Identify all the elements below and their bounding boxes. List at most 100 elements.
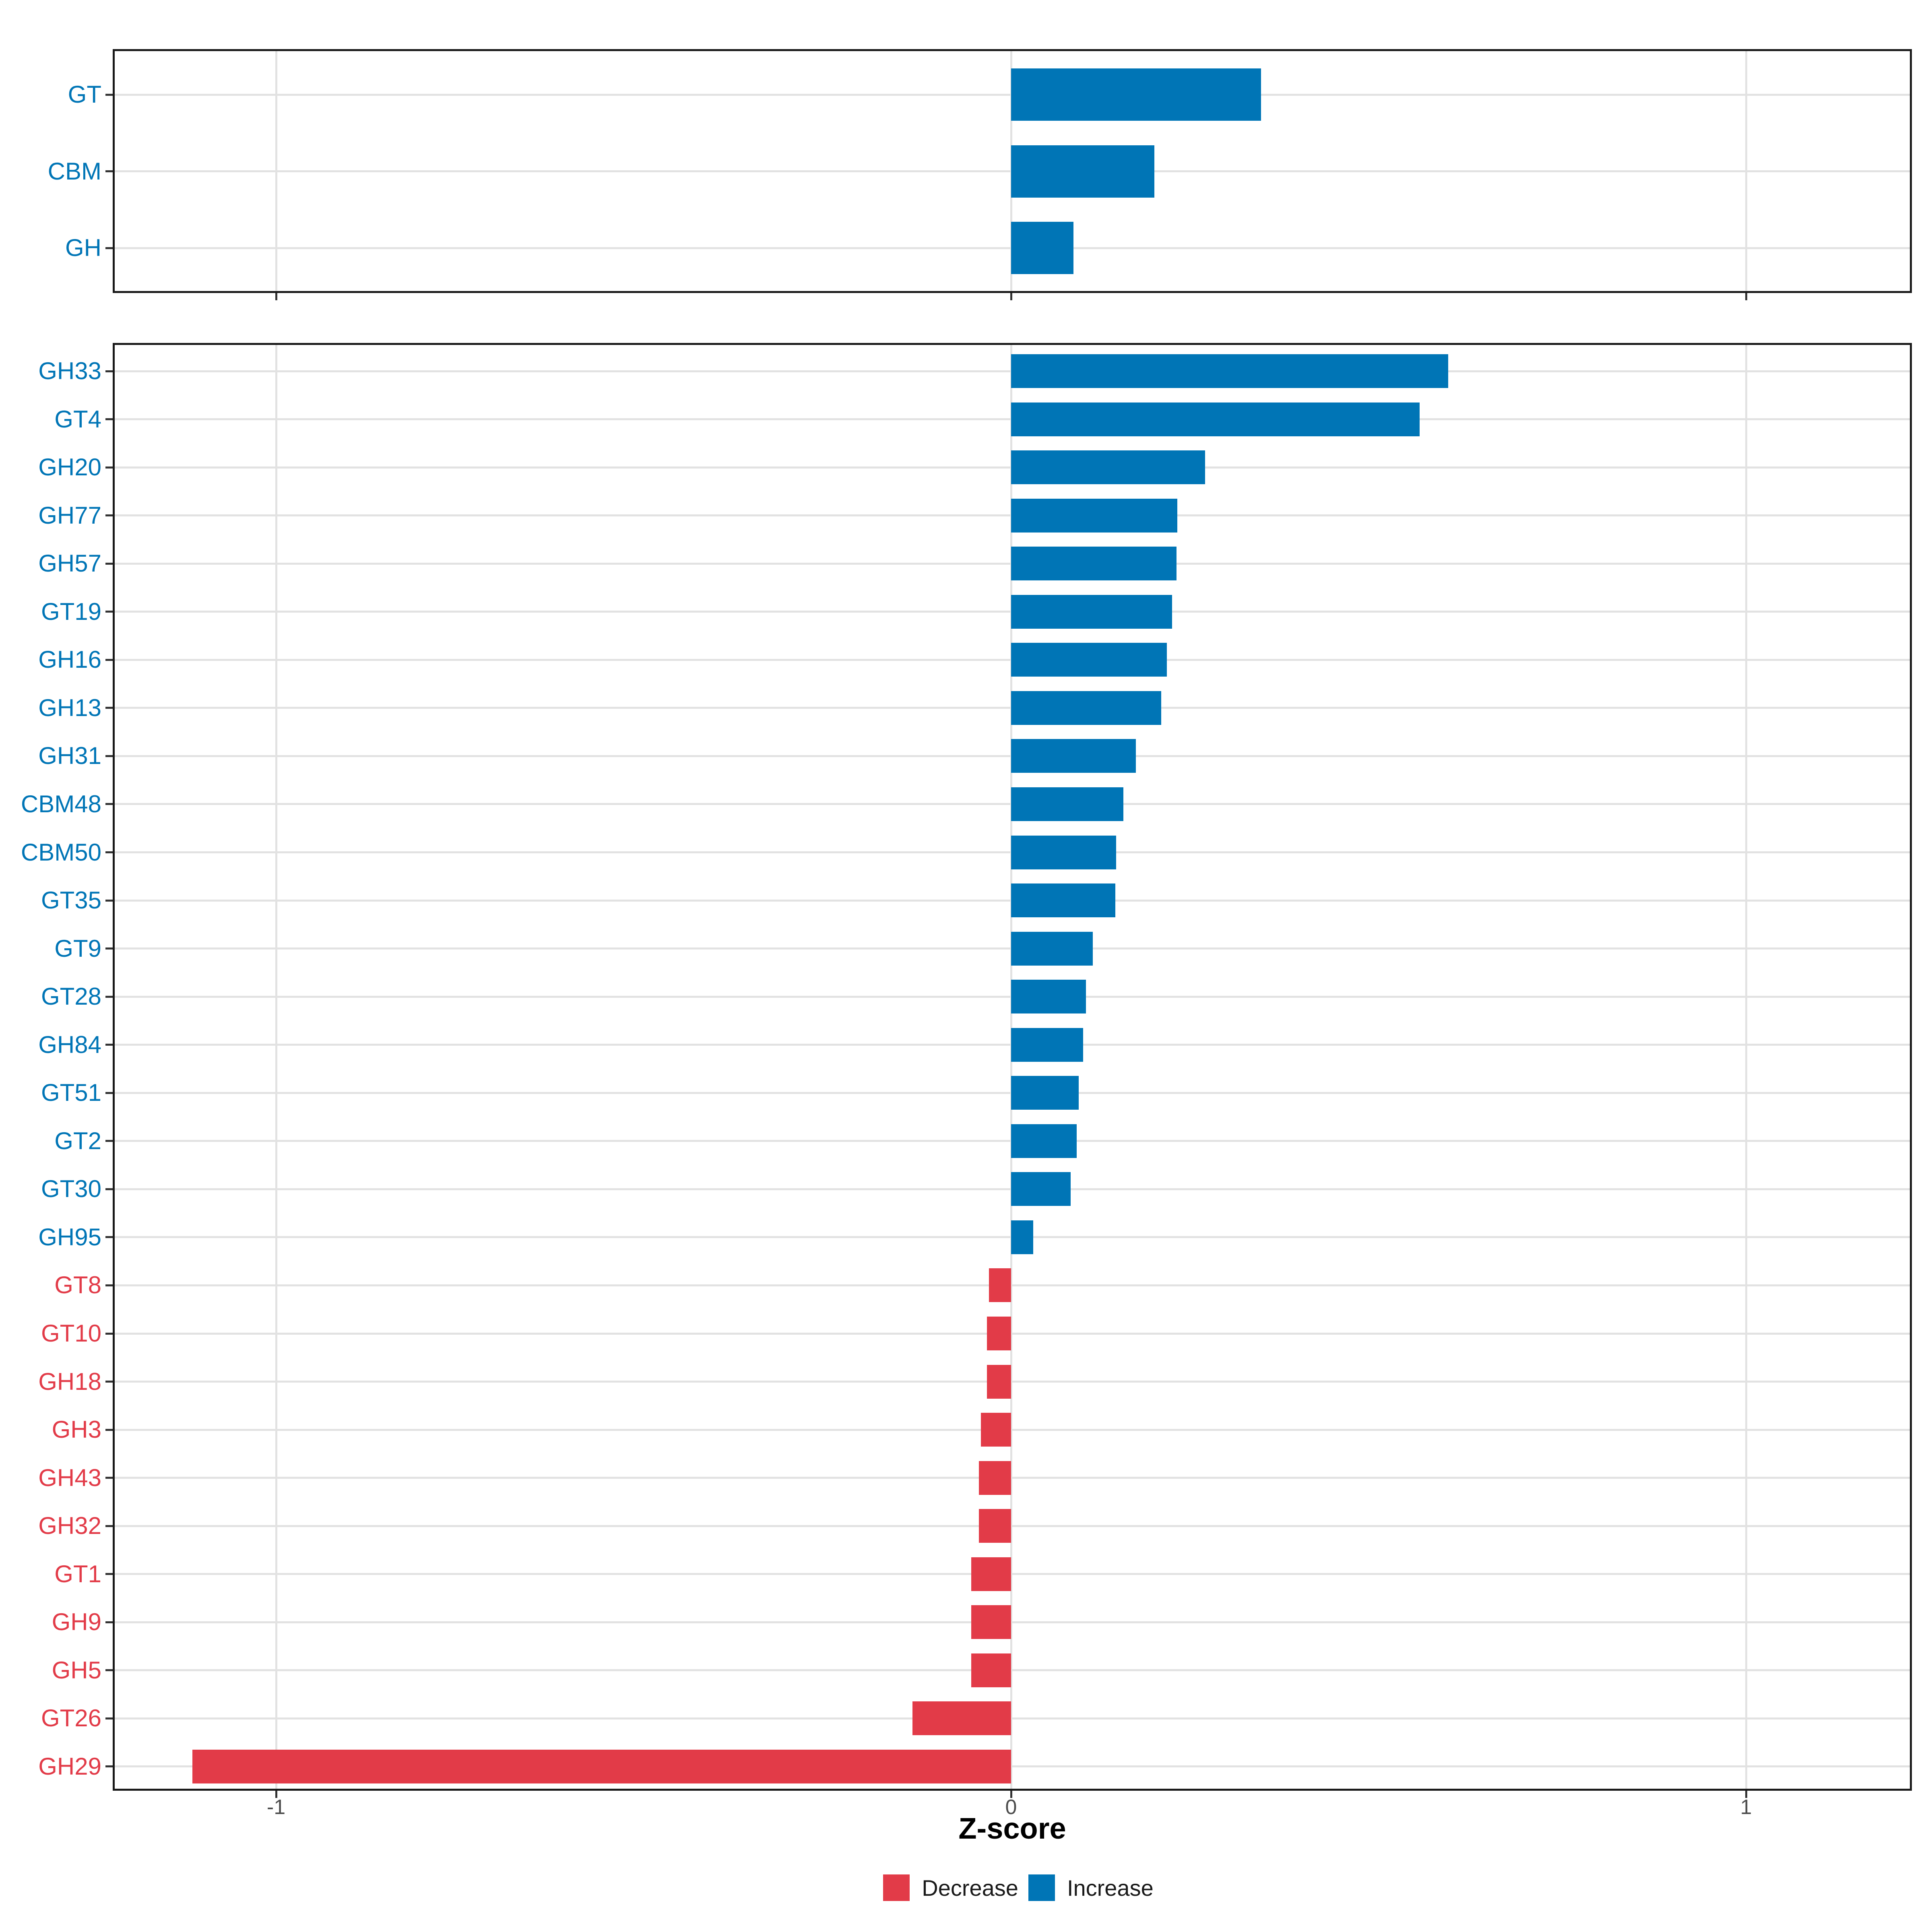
legend-swatch-increase [1028,1874,1055,1901]
category-label-CBM48: CBM48 [21,790,101,817]
y-axis-tick [105,562,113,565]
y-axis-tick [105,1525,113,1527]
category-label-GH13: GH13 [38,694,101,721]
x-axis-tick [1010,1791,1012,1798]
gridline-vertical [275,345,277,1789]
category-label-GH16: GH16 [38,646,101,673]
y-axis-tick [105,1092,113,1094]
category-label-GT4: GT4 [54,405,101,433]
bar-GT19 [1011,594,1172,629]
gridline-horizontal [115,1332,1910,1335]
bar-GT30 [1011,1172,1071,1206]
category-label-GT26: GT26 [41,1705,101,1732]
bar-GH33 [1011,354,1449,388]
category-label-CBM: CBM [47,157,101,185]
legend-swatch-decrease [883,1874,910,1901]
y-axis-tick [105,170,113,172]
bar-GH77 [1011,498,1177,533]
bar-GT [1011,68,1261,121]
gridline-horizontal [115,1428,1910,1431]
x-axis-tick [1745,293,1747,300]
x-axis-tick [1010,293,1012,300]
bar-CBM50 [1011,835,1117,869]
y-axis-tick [105,1236,113,1238]
y-axis-tick [105,1140,113,1142]
y-axis-tick [105,1332,113,1335]
y-axis-tick [105,947,113,950]
category-label-GH32: GH32 [38,1512,101,1540]
category-label-GH57: GH57 [38,550,101,577]
x-axis-tick [275,293,277,300]
category-label-GH3: GH3 [52,1416,101,1443]
y-axis-tick [105,1717,113,1719]
category-label-GT51: GT51 [41,1079,101,1106]
category-label-GH9: GH9 [52,1608,101,1636]
bar-GT26 [912,1701,1011,1736]
bar-GT28 [1011,980,1086,1014]
category-label-GH33: GH33 [38,357,101,384]
bar-GT2 [1011,1124,1077,1158]
y-axis-tick [105,803,113,805]
bar-GT10 [987,1317,1011,1350]
bar-GH57 [1011,547,1177,581]
category-label-GH5: GH5 [52,1656,101,1684]
category-label-GH: GH [65,234,101,261]
category-label-GT1: GT1 [54,1560,101,1587]
category-label-GT9: GT9 [54,935,101,962]
y-axis-tick [105,1477,113,1479]
gridline-horizontal [115,1573,1910,1575]
y-axis-tick [105,466,113,469]
bar-GT8 [989,1268,1011,1302]
category-label-GH29: GH29 [38,1752,101,1780]
category-label-GT19: GT19 [41,598,101,625]
legend-item-increase: Increase [1028,1874,1154,1901]
y-axis-tick [105,899,113,902]
category-label-CBM50: CBM50 [21,838,101,866]
y-axis-tick [105,851,113,853]
legend-label-increase: Increase [1067,1875,1154,1901]
gridline-horizontal [115,1717,1910,1719]
x-axis-title: Z-score [958,1812,1066,1845]
x-axis-tick [275,1791,277,1798]
bar-GT4 [1011,402,1420,436]
y-axis-tick [105,1669,113,1672]
category-label-GT30: GT30 [41,1175,101,1203]
bar-GH16 [1011,643,1167,677]
y-axis-tick [105,1621,113,1623]
bar-GT1 [971,1557,1011,1591]
gridline-horizontal [115,1765,1910,1768]
bar-GT9 [1011,931,1093,966]
y-axis-tick [105,707,113,709]
y-axis-tick [105,93,113,96]
bar-GT35 [1011,883,1116,918]
x-tick-label-1: 1 [1740,1796,1752,1819]
bar-GH84 [1011,1028,1083,1062]
bar-GH3 [981,1413,1011,1447]
y-axis-tick [105,1188,113,1190]
y-axis-tick [105,1428,113,1431]
x-tick-label--1: -1 [266,1796,286,1819]
bar-GH29 [192,1749,1011,1783]
y-axis-tick [105,1765,113,1768]
gridline-horizontal [115,1669,1910,1672]
panel-top-enzyme-classes [113,49,1912,293]
gridline-vertical [1745,345,1747,1789]
bar-GH95 [1011,1220,1033,1254]
category-label-GH20: GH20 [38,454,101,481]
category-label-GT28: GT28 [41,983,101,1010]
category-label-GT8: GT8 [54,1271,101,1299]
bar-GH43 [978,1461,1011,1495]
bar-GH31 [1011,739,1136,773]
bar-GH9 [971,1605,1011,1639]
gridline-vertical [1010,345,1012,1789]
gridline-horizontal [115,1477,1910,1479]
bar-GH18 [987,1364,1011,1399]
bar-GH5 [971,1653,1011,1687]
gridline-horizontal [115,1284,1910,1286]
category-label-GT35: GT35 [41,887,101,914]
bar-CBM48 [1011,787,1124,821]
bar-GH32 [978,1509,1011,1543]
y-axis-tick [105,1573,113,1575]
gridline-horizontal [115,1381,1910,1383]
